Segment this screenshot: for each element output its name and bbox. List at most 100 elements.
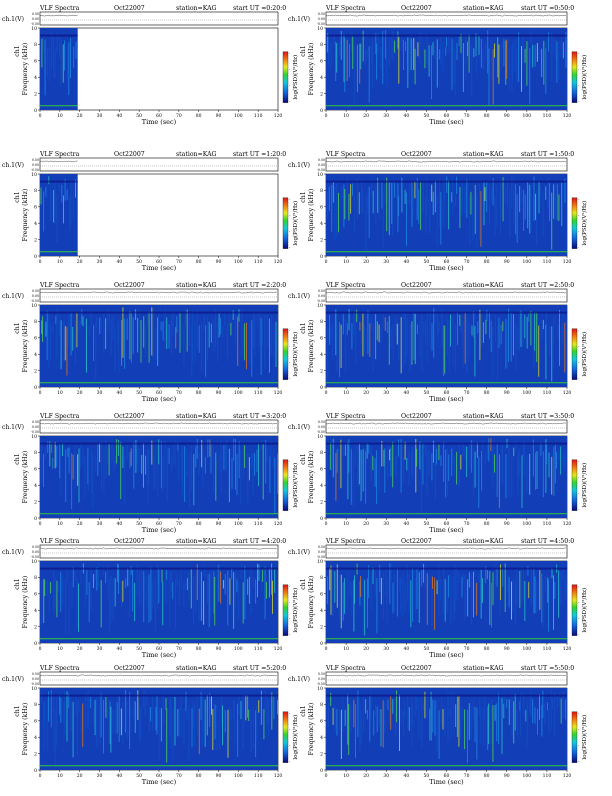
spectrogram-streak — [66, 326, 68, 376]
spectrogram-streak — [421, 696, 423, 749]
spectrogram-streak — [424, 563, 426, 588]
x-tick-label: 100 — [234, 521, 243, 527]
spectrogram-streak — [515, 323, 517, 370]
spectrogram-streak — [443, 566, 445, 614]
spectrogram-streak — [181, 447, 183, 480]
spectrogram-streak — [221, 696, 223, 724]
spectra-panel: VLF Spectra Oct22007 station=KAG start UT =… — [288, 538, 588, 659]
x-tick-label: 30 — [383, 773, 389, 779]
colorbar-tick: - — [289, 600, 291, 605]
spectrogram-streak — [390, 695, 392, 730]
panel-start-ut: start UT =0:50:0 — [521, 5, 574, 12]
spectrogram-streak — [367, 578, 368, 628]
panel-station: station=KAG — [463, 5, 504, 12]
spectrogram-streak — [348, 439, 350, 473]
spectrogram-streak — [558, 42, 560, 80]
spectrogram-streak — [334, 705, 336, 731]
colorbar-tick: - — [289, 197, 291, 202]
spectrogram-streak — [105, 697, 107, 718]
spectrogram-streak — [511, 457, 513, 497]
spectrogram-streak — [444, 579, 446, 622]
x-tick-label: 100 — [523, 113, 532, 119]
spectrogram-streak — [141, 454, 143, 474]
spectrogram-streak — [122, 307, 124, 358]
spectrogram-streak — [183, 708, 185, 744]
y-tick-label: 10 — [317, 26, 323, 32]
spectrogram-streak — [264, 690, 266, 714]
spectrogram-streak — [403, 710, 404, 736]
spectrogram-streak — [534, 45, 536, 67]
spectrogram-streak — [392, 324, 394, 359]
spectrogram-streak — [220, 571, 222, 604]
spectrogram-streak — [426, 177, 428, 216]
ch1-strip — [39, 671, 279, 686]
colorbar-tick: - — [289, 727, 291, 732]
spectrogram-streak — [134, 582, 136, 622]
spectrogram-streak — [460, 454, 462, 470]
x-tick-label: 100 — [523, 390, 532, 396]
spectrogram-streak — [68, 693, 70, 708]
spectrogram-streak — [558, 693, 560, 707]
spectrogram-streak — [138, 704, 140, 739]
spectrogram-streak — [43, 36, 45, 53]
spectrogram-streak — [530, 31, 532, 44]
spectrogram-band — [326, 34, 567, 37]
spectrogram-streak — [374, 458, 376, 487]
spectrogram-streak — [75, 179, 76, 198]
spectrogram-streak — [47, 441, 49, 453]
spectrogram-streak — [446, 582, 448, 613]
spectrogram-streak — [44, 579, 46, 597]
panel-start-ut: start UT =4:20:0 — [233, 538, 286, 545]
ch1-tick-label: 0.00 — [32, 163, 39, 167]
x-tick-label: 10 — [57, 773, 63, 779]
spectrogram-streak — [268, 699, 269, 736]
spectrogram-streak — [222, 325, 224, 338]
x-tick-label: 70 — [176, 646, 182, 652]
spectrogram-streak — [389, 34, 390, 67]
spectrogram-streak — [422, 180, 424, 215]
spectrogram-streak — [474, 326, 476, 377]
spectrogram-streak — [125, 690, 127, 733]
spectrogram-streak — [524, 194, 526, 220]
y-tick-label: 10 — [317, 434, 323, 440]
y-tick-label: 2 — [320, 237, 323, 243]
ch1-label: ch.1(V) — [288, 676, 310, 683]
spectrogram-streak — [216, 451, 218, 461]
x-tick-label: 90 — [504, 259, 510, 265]
spectrogram-streak — [72, 566, 74, 588]
spectrogram-streak — [111, 441, 113, 464]
spectrogram-streak — [508, 48, 510, 90]
y-tick-label: 6 — [320, 336, 323, 342]
spectrogram-streak — [561, 182, 563, 226]
spectrogram-streak — [93, 574, 94, 588]
x-tick-label: 50 — [424, 113, 430, 119]
spectrogram-streak — [166, 570, 168, 580]
spectrogram-band — [40, 638, 278, 640]
spectrogram-streak — [388, 181, 390, 235]
spectrogram-streak — [51, 442, 53, 453]
colorbar — [282, 584, 289, 636]
spectrogram-streak — [548, 579, 549, 632]
spectrogram-streak — [514, 693, 516, 731]
spectrogram-streak — [160, 441, 162, 489]
x-tick-label: 50 — [136, 259, 142, 265]
spectrogram-streak — [201, 440, 203, 468]
y-tick-label: 6 — [320, 205, 323, 211]
spectrogram-streak — [198, 325, 200, 353]
spectrogram-streak — [533, 568, 535, 614]
spectrogram-streak — [66, 691, 68, 742]
spectrogram-streak — [89, 326, 90, 337]
spectrogram-streak — [467, 709, 468, 763]
spectrogram-streak — [498, 693, 500, 745]
spectrogram-streak — [78, 448, 80, 503]
spectrogram-streak — [248, 457, 250, 481]
y-tick-label: 2 — [320, 624, 323, 630]
spectrogram-streak — [495, 314, 496, 342]
spectrogram-streak — [438, 710, 440, 759]
spectrogram-streak — [326, 192, 328, 219]
spectrogram-streak — [336, 449, 338, 473]
y-tick-label: 6 — [34, 336, 37, 342]
spectrogram-streak — [499, 581, 501, 616]
spectrogram-streak — [563, 452, 565, 469]
x-tick-label: 10 — [57, 113, 63, 119]
